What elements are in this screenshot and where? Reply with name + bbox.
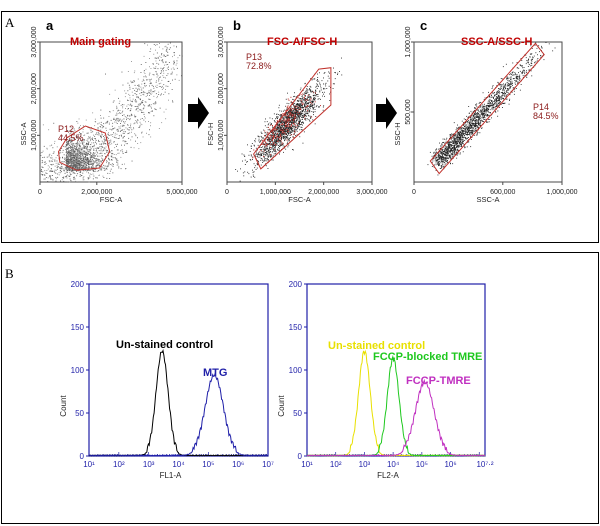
histogram-series-line	[306, 378, 486, 457]
x-tick-label: 0	[225, 189, 229, 196]
x-tick-label: 10⁴	[172, 460, 185, 469]
x-tick-label: 0	[412, 189, 416, 196]
x-tick-label: 10⁵	[202, 460, 214, 469]
x-tick-label: 0	[38, 189, 42, 196]
y-tick-label: 50	[293, 409, 302, 418]
gate-polygon	[429, 42, 545, 175]
x-tick-label: 10³	[359, 460, 371, 469]
scatter-points	[235, 57, 343, 182]
gate-percent: 72.8%	[246, 61, 272, 71]
y-tick-label: 100	[289, 366, 303, 375]
gate-polygon	[253, 67, 332, 170]
gate-name: P13	[246, 52, 262, 62]
panel-a-letter: A	[5, 15, 15, 30]
hist-frame	[88, 283, 269, 457]
y-tick-label: 50	[75, 409, 84, 418]
y-tick-label: 1,000,000	[405, 26, 412, 57]
gate-title: Main gating	[70, 36, 131, 48]
x-tick-label: 2,000,000	[308, 189, 339, 196]
x-tick-label: 1,000,000	[260, 189, 291, 196]
y-tick-label: 1,000,000	[218, 120, 225, 151]
arrow-right-icon	[376, 97, 397, 129]
x-tick-label: 3,000,000	[356, 189, 387, 196]
x-tick-label: 1,000,000	[546, 189, 577, 196]
panel-b	[1, 252, 599, 524]
x-tick-label: 10⁶	[232, 460, 244, 469]
x-tick-label: 10²	[330, 460, 342, 469]
y-tick-label: 0	[80, 452, 85, 461]
legend-entry: FCCP-TMRE	[406, 375, 471, 387]
x-tick-label: 10²	[113, 460, 125, 469]
x-axis-label: FSC-A	[288, 195, 311, 204]
legend-entry: MTG	[203, 367, 227, 379]
panel-b-letter: B	[5, 266, 14, 281]
subplot-letter: b	[233, 18, 241, 33]
plot-frame	[39, 41, 183, 183]
x-tick-label: 10³	[143, 460, 155, 469]
histogram-series-line	[88, 372, 269, 457]
y-axis-label: Count	[277, 395, 286, 417]
y-tick-label: 2,000,000	[218, 73, 225, 104]
y-tick-label: 1,000,000	[31, 120, 38, 151]
x-axis-label: SSC-A	[477, 195, 500, 204]
x-tick-label: 10⁷·²	[476, 460, 493, 469]
histogram-series-line	[306, 354, 486, 457]
histogram-series-line	[88, 349, 269, 457]
y-tick-label: 3,000,000	[31, 26, 38, 57]
legend-entry: FCCP-blocked TMRE	[373, 351, 482, 363]
scatter-points	[40, 42, 183, 183]
legend-entry: Un-stained control	[328, 340, 425, 352]
y-tick-label: 150	[71, 323, 85, 332]
arrow-right-icon	[188, 97, 209, 129]
subplot-letter: c	[420, 18, 427, 33]
x-tick-label: 10⁷	[262, 460, 274, 469]
y-axis-label: FSC-H	[206, 123, 215, 146]
x-tick-label: 10¹	[83, 460, 95, 469]
x-axis-label: FSC-A	[100, 195, 123, 204]
subplot-letter: a	[46, 18, 54, 33]
scatter-points	[427, 42, 556, 176]
x-tick-label: 10¹	[301, 460, 313, 469]
y-tick-label: 200	[289, 280, 303, 289]
x-tick-label: 2,000,000	[81, 189, 112, 196]
y-tick-label: 500,000	[405, 99, 412, 124]
y-tick-label: 2,000,000	[31, 73, 38, 104]
x-axis-label: FL1-A	[160, 471, 182, 480]
x-tick-label: 10⁵	[416, 460, 428, 469]
y-axis-label: SSC-A	[19, 123, 28, 146]
x-tick-label: 10⁶	[444, 460, 456, 469]
y-axis-label: SSC-H	[393, 122, 402, 145]
gate-percent: 84.5%	[533, 111, 559, 121]
gate-name: P14	[533, 102, 549, 112]
x-tick-label: 5,000,000	[166, 189, 197, 196]
gate-title: FSC-A/FSC-H	[267, 36, 337, 48]
y-tick-label: 0	[298, 452, 303, 461]
legend-entry: Un-stained control	[116, 339, 213, 351]
gate-polygon	[57, 125, 111, 171]
y-tick-label: 200	[71, 280, 85, 289]
gate-name: P12	[58, 124, 74, 134]
gate-percent: 44.5%	[58, 133, 84, 143]
x-axis-label: FL2-A	[377, 471, 399, 480]
y-tick-label: 150	[289, 323, 303, 332]
y-tick-label: 100	[71, 366, 85, 375]
x-tick-label: 600,000	[490, 189, 515, 196]
gate-title: SSC-A/SSC-H	[461, 36, 533, 48]
y-axis-label: Count	[59, 395, 68, 417]
y-tick-label: 3,000,000	[218, 26, 225, 57]
x-tick-label: 10⁴	[387, 460, 400, 469]
plot-frame	[226, 41, 373, 183]
